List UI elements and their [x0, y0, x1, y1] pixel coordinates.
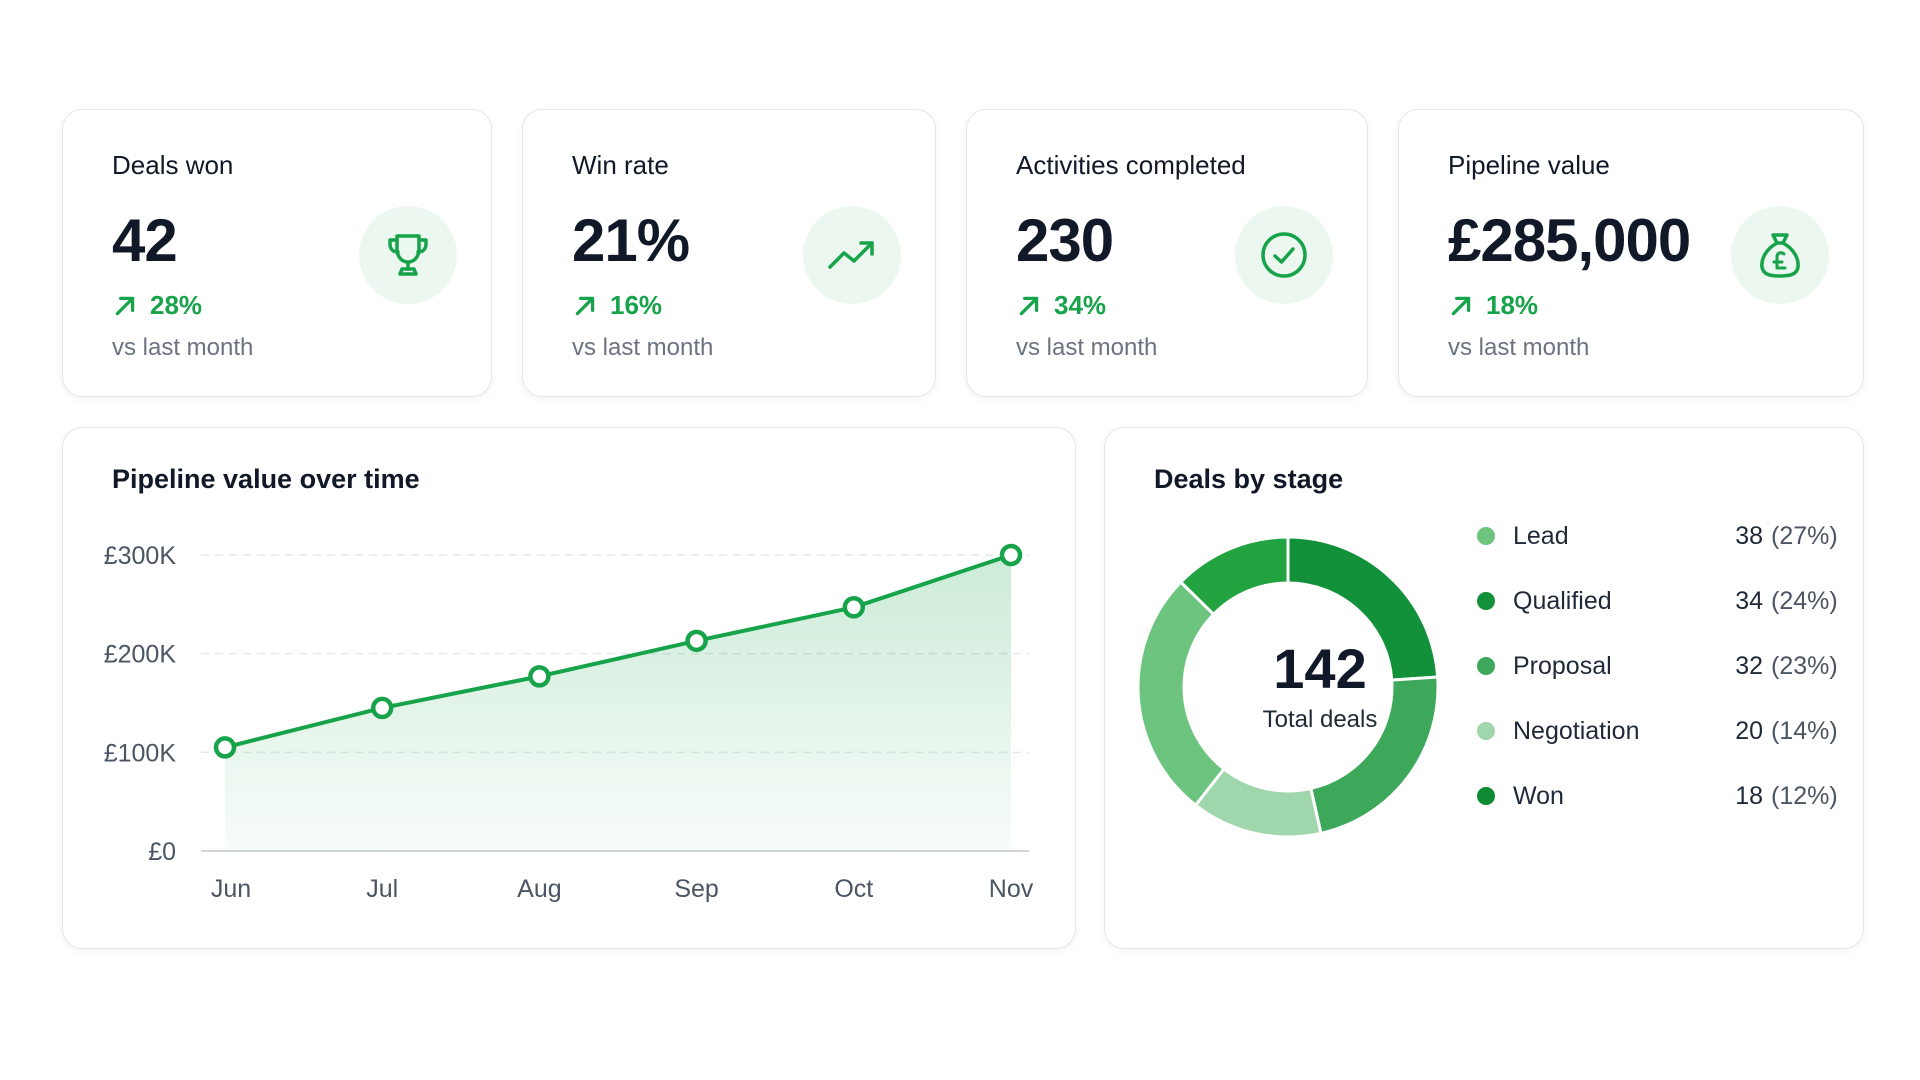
x-tick-label: Jun: [211, 875, 251, 903]
kpi-delta-value: 16%: [610, 290, 663, 320]
kpi-delta-value: 18%: [1486, 290, 1539, 320]
legend-percent: (23%): [1771, 651, 1838, 680]
kpi-value: 42: [112, 207, 178, 274]
legend-count: 32: [1735, 651, 1763, 680]
kpi-value: £285,000: [1448, 207, 1691, 274]
kpi-subtext: vs last month: [112, 334, 254, 361]
kpi-delta: 18%: [1448, 290, 1538, 321]
arrow-up-right-icon: [575, 296, 595, 315]
kpi-subtext: vs last month: [1016, 334, 1158, 361]
kpi-value: 230: [1016, 207, 1114, 274]
kpi-value: 21%: [572, 207, 690, 274]
legend-item-won[interactable]: Won 18 (12%): [1473, 776, 1843, 816]
legend-swatch: [1477, 527, 1495, 545]
legend-item-negotiation[interactable]: Negotiation 20 (14%): [1473, 711, 1843, 751]
kpi-delta: 16%: [572, 290, 662, 321]
kpi-title: Pipeline value: [1448, 150, 1610, 180]
legend-label: Qualified: [1513, 586, 1612, 615]
kpi-title: Activities completed: [1016, 150, 1246, 180]
pipeline-over-time-card: £0 £100K £200K £300K Jun Jul Aug Sep Oct Nov Pip…: [62, 427, 1076, 949]
check-circle-icon: [1235, 206, 1333, 304]
legend-label: Negotiation: [1513, 716, 1640, 745]
legend-percent: (24%): [1771, 586, 1838, 615]
kpi-delta-value: 34%: [1054, 290, 1107, 320]
kpi-card-pipeline-value: Pipeline value £285,000 18% vs last mont…: [1398, 109, 1864, 397]
kpi-card-deals-won: Deals won 42 28% vs last month: [62, 109, 492, 397]
donut-slice-won[interactable]: [1178, 535, 1290, 617]
legend-label: Proposal: [1513, 651, 1612, 680]
arrow-up-right-icon: [1019, 296, 1039, 315]
pipeline-line-chart: £0 £100K £200K £300K Jun Jul Aug Sep Oct Nov: [104, 542, 1034, 903]
panel-title: Deals by stage: [1154, 464, 1344, 494]
series-line: [224, 553, 1012, 750]
arrow-up-right-icon: [1451, 296, 1471, 315]
legend-item-lead[interactable]: Lead 38 (27%): [1473, 516, 1843, 556]
y-tick-label: £300K: [104, 542, 177, 570]
legend-item-proposal[interactable]: Proposal 32 (23%): [1473, 646, 1843, 686]
x-tick-label: Sep: [674, 875, 718, 903]
donut-slice-lead[interactable]: [1136, 579, 1227, 808]
legend-count: 34: [1735, 586, 1763, 615]
kpi-delta: 28%: [112, 290, 202, 321]
donut-total-value: 142: [1273, 637, 1367, 700]
legend-count: 38: [1735, 521, 1763, 550]
y-tick-label: £0: [148, 838, 176, 866]
kpi-title: Win rate: [572, 150, 669, 180]
legend-swatch: [1477, 787, 1495, 805]
kpi-subtext: vs last month: [572, 334, 714, 361]
data-point-sep[interactable]: [685, 629, 708, 653]
arrow-up-right-icon: [115, 296, 135, 315]
kpi-subtext: vs last month: [1448, 334, 1590, 361]
legend-percent: (14%): [1771, 716, 1838, 745]
legend-percent: (12%): [1771, 781, 1838, 810]
legend-item-qualified[interactable]: Qualified 34 (24%): [1473, 581, 1843, 621]
money-bag-icon: [1731, 206, 1829, 304]
y-tick-label: £100K: [104, 739, 177, 767]
legend-label: Lead: [1513, 521, 1569, 550]
kpi-card-activities-completed: Activities completed 230 34% vs last mon…: [966, 109, 1368, 397]
legend-count: 20: [1735, 716, 1763, 745]
data-point-jul[interactable]: [370, 696, 394, 720]
kpi-title: Deals won: [112, 150, 234, 180]
area-fill: [225, 555, 1011, 851]
deals-donut-chart: [1136, 535, 1440, 839]
kpi-delta: 34%: [1016, 290, 1106, 321]
legend-percent: (27%): [1771, 521, 1838, 550]
data-point-nov[interactable]: [999, 543, 1023, 567]
data-point-oct[interactable]: [842, 596, 866, 619]
legend-swatch: [1477, 657, 1495, 675]
kpi-card-win-rate: Win rate 21% 16% vs last month: [522, 109, 936, 397]
legend-count: 18: [1735, 781, 1763, 810]
x-tick-label: Nov: [989, 875, 1034, 903]
legend-swatch: [1477, 722, 1495, 740]
legend-swatch: [1477, 592, 1495, 610]
y-tick-label: £200K: [104, 641, 177, 669]
x-tick-label: Jul: [366, 875, 398, 903]
data-point-jun[interactable]: [213, 736, 237, 759]
kpi-delta-value: 28%: [150, 290, 203, 320]
legend-label: Won: [1513, 781, 1564, 810]
x-tick-label: Aug: [517, 875, 561, 903]
trophy-icon: [359, 206, 457, 304]
deals-by-stage-card: Deals by stage 142 Total deals Lead 38 (27…: [1104, 427, 1864, 949]
donut-total-label: Total deals: [1262, 706, 1378, 733]
trend-up-icon: [803, 206, 901, 304]
panel-title: Pipeline value over time: [112, 464, 420, 494]
x-tick-label: Oct: [834, 875, 873, 903]
data-point-aug[interactable]: [528, 665, 551, 688]
